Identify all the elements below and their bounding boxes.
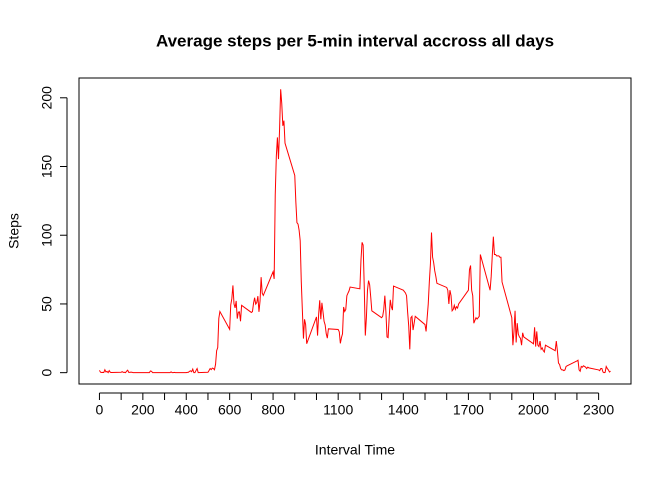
- x-tick-label: 1700: [453, 402, 484, 418]
- x-tick-label: 1100: [323, 402, 353, 418]
- x-tick-label: 2000: [518, 402, 549, 418]
- y-tick-label: 50: [39, 296, 55, 312]
- x-axis-title: Interval Time: [315, 442, 395, 458]
- y-tick-label: 150: [39, 155, 55, 179]
- x-tick-label: 400: [175, 402, 199, 418]
- chart-title: Average steps per 5-min interval accross…: [156, 31, 554, 50]
- data-line: [99, 89, 611, 374]
- x-tick-label: 1400: [388, 402, 419, 418]
- x-tick-label: 200: [131, 402, 155, 418]
- y-tick-label: 100: [39, 223, 55, 247]
- x-tick-label: 600: [218, 402, 242, 418]
- x-tick-label: 0: [96, 402, 104, 418]
- x-tick-label: 2300: [583, 402, 614, 418]
- plot-frame: [78, 77, 632, 385]
- y-tick-label: 0: [39, 369, 55, 377]
- y-tick-label: 200: [39, 86, 55, 110]
- y-axis-title: Steps: [6, 213, 22, 249]
- x-tick-label: 800: [261, 402, 285, 418]
